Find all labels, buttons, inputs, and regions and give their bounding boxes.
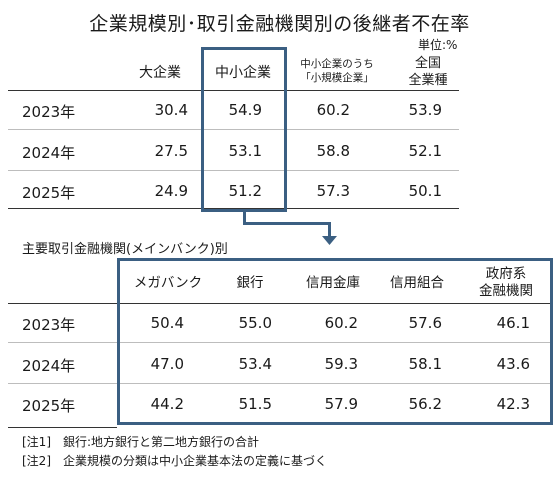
cell-value: 50.1 (408, 182, 442, 200)
cell-value: 60.2 (316, 101, 350, 119)
note-2: [注2] 企業規模の分類は中小企業基本法の定義に基づく (22, 454, 328, 468)
row-year: 2024年 (22, 144, 76, 162)
cell-value: 57.9 (324, 395, 358, 413)
row-year: 2023年 (22, 316, 76, 334)
cell-value: 57.3 (316, 182, 350, 200)
cell-value: 57.6 (408, 314, 442, 332)
row-divider (8, 342, 552, 343)
cell-value: 51.2 (228, 182, 262, 200)
cell-value: 44.2 (150, 395, 184, 413)
chart-title: 企業規模別･取引金融機関別の後継者不在率 (89, 13, 470, 35)
row-year: 2023年 (22, 103, 76, 121)
cell-value: 24.9 (154, 182, 188, 200)
cell-value: 53.9 (408, 101, 442, 119)
unit-label: 単位:% (418, 38, 458, 52)
cell-value: 59.3 (324, 355, 358, 373)
cell-value: 53.1 (228, 142, 262, 160)
col-header-all-2: 全業種 (408, 73, 448, 88)
cell-value: 51.5 (238, 395, 272, 413)
cell-value: 47.0 (150, 355, 184, 373)
arrow-segment-down (243, 212, 246, 225)
col-header-gov-2: 金融機関 (479, 283, 533, 299)
cell-value: 43.6 (496, 355, 530, 373)
col-header-small-1: 中小企業のうち (300, 58, 374, 70)
col-header-shinkumi: 信用組合 (390, 275, 444, 291)
cell-value: 58.8 (316, 142, 350, 160)
sme-highlight-box (201, 47, 287, 212)
table2-subtitle: 主要取引金融機関(メインバンク)別 (22, 242, 228, 257)
col-header-small-2: 「小規模企業」 (300, 72, 374, 84)
col-header-gov-1: 政府系 (485, 266, 527, 282)
cell-value: 27.5 (154, 142, 188, 160)
row-divider (8, 170, 459, 171)
arrow-segment-right (243, 222, 331, 225)
header-rule (8, 90, 459, 91)
cell-value: 56.2 (408, 395, 442, 413)
table2-bottom-rule (8, 427, 117, 428)
bank-highlight-box (117, 258, 553, 425)
row-year: 2024年 (22, 357, 76, 375)
cell-value: 50.4 (150, 314, 184, 332)
cell-value: 58.1 (408, 355, 442, 373)
cell-value: 54.9 (228, 101, 262, 119)
arrow-segment-down-2 (328, 222, 331, 238)
col-header-large: 大企業 (139, 65, 181, 81)
header-rule-2 (8, 303, 552, 304)
row-divider (8, 383, 552, 384)
col-header-all-1: 全国 (414, 56, 441, 71)
cell-value: 55.0 (238, 314, 272, 332)
table-bottom-rule (8, 208, 459, 209)
row-divider (8, 129, 459, 130)
note-1: [注1] 銀行:地方銀行と第二地方銀行の合計 (22, 435, 260, 449)
arrow-head-icon (322, 236, 337, 245)
row-year: 2025年 (22, 184, 76, 202)
cell-value: 52.1 (408, 142, 442, 160)
col-header-bank: 銀行 (236, 275, 264, 291)
col-header-shinkin: 信用金庫 (306, 275, 360, 291)
cell-value: 42.3 (496, 395, 530, 413)
col-header-sme: 中小企業 (215, 65, 271, 81)
col-header-megabank: メガバンク (133, 275, 203, 291)
cell-value: 53.4 (238, 355, 272, 373)
row-year: 2025年 (22, 397, 76, 415)
cell-value: 46.1 (496, 314, 530, 332)
cell-value: 60.2 (324, 314, 358, 332)
cell-value: 30.4 (154, 101, 188, 119)
